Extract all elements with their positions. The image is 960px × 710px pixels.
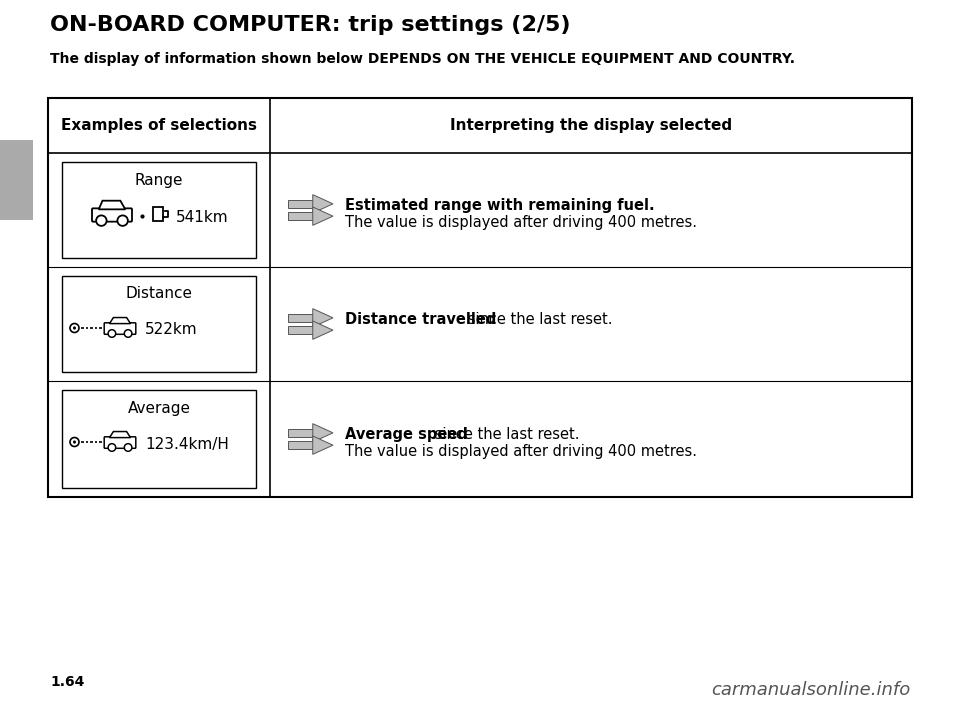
Text: 1.64: 1.64 — [50, 675, 84, 689]
Text: The display of information shown below DEPENDS ON THE VEHICLE EQUIPMENT AND COUN: The display of information shown below D… — [50, 52, 795, 66]
Polygon shape — [313, 309, 333, 327]
Text: Distance travelled: Distance travelled — [345, 312, 496, 327]
Text: Average speed: Average speed — [345, 427, 468, 442]
Polygon shape — [99, 201, 126, 209]
Bar — [48, 98, 912, 497]
Text: Average: Average — [128, 400, 190, 415]
FancyBboxPatch shape — [105, 437, 135, 448]
Circle shape — [108, 444, 116, 452]
Bar — [288, 441, 313, 449]
Circle shape — [70, 324, 79, 332]
Circle shape — [108, 329, 116, 337]
Circle shape — [70, 437, 79, 447]
Circle shape — [73, 441, 76, 443]
Text: Examples of selections: Examples of selections — [61, 118, 257, 133]
Text: 123.4km/H: 123.4km/H — [145, 437, 228, 452]
Text: since the last reset.: since the last reset. — [430, 427, 580, 442]
Polygon shape — [313, 207, 333, 225]
Circle shape — [73, 327, 76, 329]
Bar — [0, 140, 33, 220]
Polygon shape — [313, 195, 333, 213]
Circle shape — [124, 329, 132, 337]
Text: 522km: 522km — [145, 322, 198, 337]
Text: Estimated range with remaining fuel.: Estimated range with remaining fuel. — [345, 198, 655, 213]
Bar — [288, 314, 313, 322]
Bar — [153, 207, 163, 222]
Bar — [288, 200, 313, 208]
Circle shape — [96, 215, 107, 226]
Polygon shape — [313, 424, 333, 442]
Circle shape — [124, 444, 132, 452]
Bar — [62, 276, 256, 372]
Bar — [288, 212, 313, 220]
FancyBboxPatch shape — [92, 208, 132, 222]
Polygon shape — [313, 321, 333, 339]
Bar — [288, 429, 313, 437]
Polygon shape — [109, 432, 131, 437]
Polygon shape — [313, 436, 333, 454]
Text: Interpreting the display selected: Interpreting the display selected — [450, 118, 732, 133]
FancyBboxPatch shape — [105, 323, 135, 334]
Text: The value is displayed after driving 400 metres.: The value is displayed after driving 400… — [345, 215, 697, 230]
Text: since the last reset.: since the last reset. — [463, 312, 612, 327]
Text: Range: Range — [134, 173, 183, 187]
Text: 541km: 541km — [176, 209, 228, 224]
Text: Distance: Distance — [126, 287, 193, 302]
Bar — [62, 162, 256, 258]
Text: carmanualsonline.info: carmanualsonline.info — [710, 681, 910, 699]
Bar — [288, 326, 313, 334]
Polygon shape — [109, 317, 131, 324]
Bar — [62, 390, 256, 488]
Circle shape — [117, 215, 128, 226]
Text: The value is displayed after driving 400 metres.: The value is displayed after driving 400… — [345, 444, 697, 459]
Text: ON-BOARD COMPUTER: trip settings (2/5): ON-BOARD COMPUTER: trip settings (2/5) — [50, 15, 570, 35]
